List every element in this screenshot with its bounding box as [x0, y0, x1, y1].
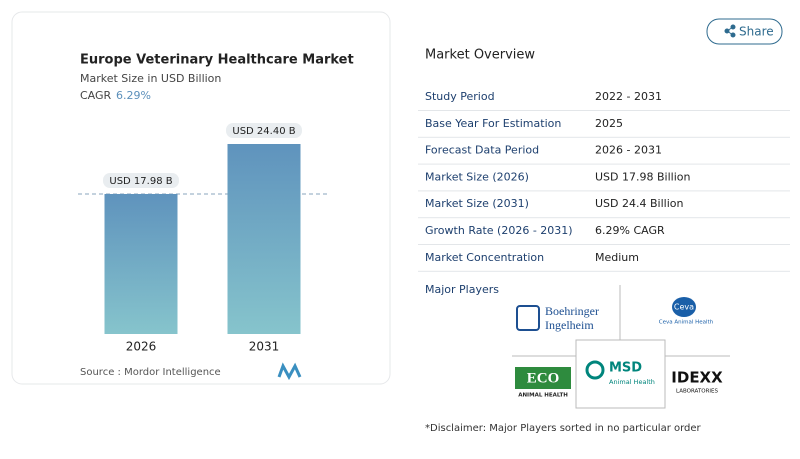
share-icon — [724, 24, 736, 38]
logo-text: MSD — [609, 361, 642, 376]
logo-ceva: Ceva Ceva Animal Health — [659, 297, 714, 326]
players-grid — [512, 285, 730, 409]
overview-table: Study Period 2022 - 2031 Base Year For Est… — [418, 90, 790, 272]
logo-text: Ceva Animal Health — [659, 320, 714, 326]
logo-msd: MSD Animal Health — [585, 360, 655, 386]
logo-text: Boehringer — [545, 304, 599, 318]
chart-title: Europe Veterinary Healthcare Market — [80, 53, 354, 68]
logo-text: Ingelheim — [545, 318, 594, 332]
players-title: Major Players — [425, 283, 499, 296]
row-value: 2022 - 2031 — [595, 90, 662, 103]
value-label-box — [103, 172, 179, 188]
row-label: Forecast Data Period — [425, 144, 539, 157]
disclaimer: *Disclaimer: Major Players sorted in no … — [425, 423, 702, 434]
share-label: Share — [739, 25, 774, 39]
brand-mark — [277, 362, 302, 381]
logo-text: Ceva — [674, 303, 694, 312]
chart-subtitle: Market Size in USD Billion — [80, 72, 221, 85]
chart-card — [11, 11, 391, 385]
row-value: 2026 - 2031 — [595, 144, 662, 157]
row-label: Market Size (2031) — [425, 197, 529, 210]
x-tick-label: 2026 — [126, 340, 157, 354]
logo-text: ANIMAL HEALTH — [518, 393, 568, 399]
row-label: Market Size (2026) — [425, 170, 529, 183]
row-label: Base Year For Estimation — [425, 117, 561, 130]
overview-title: Market Overview — [425, 48, 535, 63]
logo-text: Animal Health — [609, 378, 655, 386]
value-label: USD 24.40 B — [232, 126, 295, 137]
row-divider — [418, 136, 790, 138]
row-divider — [418, 163, 790, 165]
cagr-value: 6.29% — [116, 89, 151, 102]
bar — [104, 193, 178, 334]
logo-eco: ECO ANIMAL HEALTH — [515, 367, 571, 399]
logo-text: LABORATORIES — [676, 389, 719, 395]
row-value: 6.29% CAGR — [595, 224, 665, 237]
row-value: USD 17.98 Billion — [595, 170, 690, 183]
row-divider — [418, 270, 790, 272]
row-divider — [418, 190, 790, 192]
row-divider — [418, 217, 790, 219]
row-value: Medium — [595, 251, 639, 264]
value-label-box — [226, 123, 302, 138]
row-divider — [418, 244, 790, 245]
logo-idexx: IDEXX LABORATORIES — [671, 369, 723, 395]
logo-text: IDEXX — [671, 369, 723, 387]
bar — [227, 144, 301, 334]
x-tick-label: 2031 — [249, 340, 280, 354]
share-button[interactable] — [706, 18, 783, 45]
row-label: Study Period — [425, 90, 495, 103]
row-label: Market Concentration — [425, 251, 544, 264]
cagr-label: CAGR — [80, 89, 112, 102]
logo-boehringer: Boehringer Ingelheim — [516, 304, 599, 332]
logo-text: ECO — [527, 370, 560, 386]
row-value: 2025 — [595, 117, 623, 130]
row-value: USD 24.4 Billion — [595, 197, 683, 210]
row-divider — [418, 110, 790, 111]
source: Source : Mordor Intelligence — [80, 367, 221, 378]
row-label: Growth Rate (2026 - 2031) — [425, 224, 573, 237]
value-label: USD 17.98 B — [109, 176, 172, 187]
